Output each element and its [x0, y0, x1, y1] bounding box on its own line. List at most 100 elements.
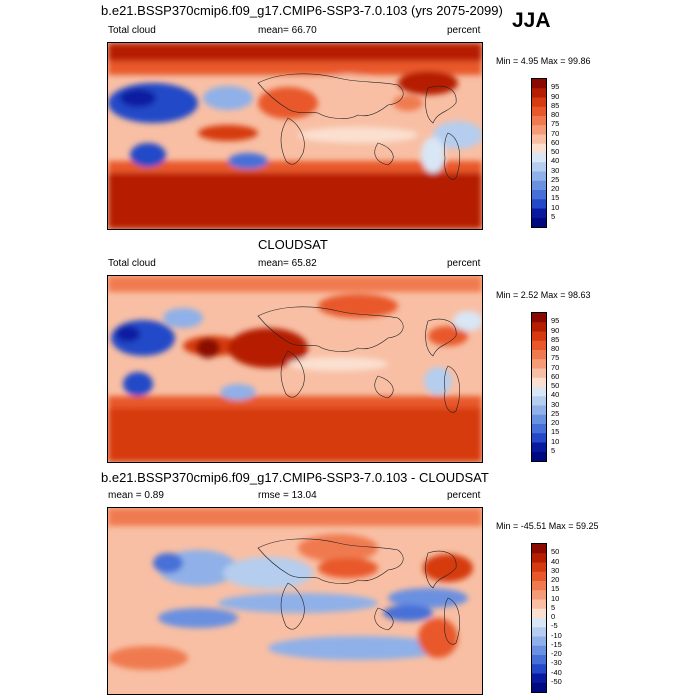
season-label: JJA: [512, 9, 551, 32]
panel-diff-colorbar-tick-label: -50: [551, 676, 562, 686]
panel-diff-colorbar-swatch: [532, 553, 546, 563]
panel-obs-colorbar-tick-label: 25: [551, 408, 560, 418]
panel-model-variable: Total cloud: [108, 25, 156, 36]
panel-obs-map: [107, 275, 483, 463]
coastline: [280, 582, 305, 630]
panel-obs-colorbar-tick-label: 60: [551, 371, 560, 381]
panel-diff-colorbar-tick-label: -30: [551, 658, 562, 668]
panel-obs-units: percent: [447, 258, 481, 269]
coastline: [425, 550, 457, 589]
panel-obs-colorbar-swatch: [532, 387, 546, 397]
panel-obs-colorbar-swatch: [532, 433, 546, 443]
panel-diff-colorbar-tick-label: -20: [551, 649, 562, 658]
panel-obs-colorbar-swatch: [532, 340, 546, 351]
panel-obs-colorbar-swatch: [532, 442, 546, 453]
panel-obs-colorbar-swatch: [532, 322, 546, 332]
panel-obs-mean: mean= 65.82: [258, 258, 317, 269]
panel-model-colorbar-swatch: [532, 79, 546, 89]
coastline: [374, 142, 394, 166]
coastline: [444, 132, 461, 180]
panel-diff-title: b.e21.BSSP370cmip6.f09_g17.CMIP6-SSP3-7.…: [101, 470, 489, 485]
panel-model-colorbar-tick-label: 60: [551, 137, 560, 147]
panel-diff-colorbar-tick-label: 40: [551, 556, 560, 566]
panel-obs-colorbar-tick-label: 5: [551, 445, 556, 455]
panel-model-colorbar-tick-label: 20: [551, 184, 560, 193]
panel-diff-field: [108, 508, 482, 694]
panel-diff-colorbar-swatch: [532, 562, 546, 573]
panel-obs-colorbar-swatch: [532, 451, 546, 462]
panel-obs-colorbar-tick-label: 15: [551, 427, 560, 437]
panel-model-colorbar-swatch: [532, 199, 546, 209]
coastline: [425, 318, 457, 357]
panel-obs-colorbar-tick-label: 40: [551, 390, 560, 400]
coastline-overlay: [257, 306, 461, 413]
coastline: [444, 365, 461, 413]
panel-model-colorbar-swatch: [532, 116, 546, 126]
panel-model-colorbar-swatch: [532, 180, 546, 191]
panel-model-colorbar-tick-label: 25: [551, 174, 560, 184]
panel-obs-colorbar-swatch: [532, 424, 546, 434]
panel-obs-colorbar-swatch: [532, 414, 546, 425]
panel-obs-colorbar-swatch: [532, 396, 546, 406]
panel-model-colorbar-tick-label: 70: [551, 128, 560, 138]
panel-model-map: [107, 42, 483, 230]
panel-obs-colorbar-tick-label: 50: [551, 381, 560, 390]
panel-obs-colorbar-swatch: [532, 359, 546, 369]
coastline: [425, 85, 457, 124]
panel-model-units: percent: [447, 25, 481, 36]
panel-diff-rmse: rmse = 13.04: [258, 490, 317, 501]
panel-obs-colorbar-tick-label: 85: [551, 334, 560, 344]
panel-diff-colorbar-swatch: [532, 581, 546, 591]
panel-diff-colorbar-swatch: [532, 627, 546, 637]
panel-model-colorbar-tick-label: 10: [551, 202, 560, 212]
panel-diff-colorbar-swatch: [532, 618, 546, 628]
panel-obs-title: CLOUDSAT: [258, 237, 328, 252]
panel-diff-colorbar-tick-label: -40: [551, 667, 562, 677]
panel-model-colorbar-tick-label: 5: [551, 211, 556, 221]
panel-obs-variable: Total cloud: [108, 258, 156, 269]
panel-diff-colorbar-swatch: [532, 571, 546, 582]
panel-diff-colorbar-tick-label: 30: [551, 565, 560, 575]
panel-obs-colorbar-swatch: [532, 313, 546, 323]
panel-obs-colorbar-swatch: [532, 331, 546, 342]
panel-model-colorbar-swatch: [532, 97, 546, 108]
coastline-overlay: [257, 73, 461, 180]
panel-diff-map: [107, 507, 483, 695]
panel-model-colorbar-tick-label: 15: [551, 193, 560, 203]
panel-obs-minmax: Min = 2.52 Max = 98.63: [496, 290, 591, 300]
panel-diff-colorbar-tick-label: 20: [551, 575, 560, 584]
panel-model-colorbar-tick-label: 50: [551, 147, 560, 156]
panel-model-colorbar: [531, 78, 547, 228]
panel-diff-colorbar-swatch: [532, 544, 546, 554]
panel-obs-colorbar-tick-label: 20: [551, 418, 560, 427]
panel-model-mean: mean= 66.70: [258, 25, 317, 36]
panel-model-colorbar-swatch: [532, 153, 546, 163]
panel-obs-colorbar-swatch: [532, 405, 546, 416]
panel-model-colorbar-swatch: [532, 208, 546, 219]
panel-diff-colorbar-swatch: [532, 664, 546, 674]
panel-diff-colorbar-swatch: [532, 682, 546, 693]
panel-obs-colorbar-tick-label: 75: [551, 353, 560, 363]
panel-diff-colorbar-tick-label: 15: [551, 584, 560, 594]
panel-obs-field: [108, 276, 482, 462]
panel-diff-colorbar-swatch: [532, 645, 546, 656]
panel-diff-colorbar-swatch: [532, 590, 546, 600]
coastline: [444, 597, 461, 645]
panel-diff-colorbar-tick-label: 50: [551, 547, 560, 557]
panel-obs-colorbar-tick-label: 10: [551, 436, 560, 446]
coastline: [257, 306, 404, 352]
panel-model-colorbar-swatch: [532, 143, 546, 154]
panel-diff-colorbar-swatch: [532, 655, 546, 665]
panel-diff-minmax: Min = -45.51 Max = 59.25: [496, 521, 599, 531]
panel-obs-colorbar-tick-label: 80: [551, 344, 560, 353]
coastline: [374, 607, 394, 631]
panel-obs-colorbar-swatches: [532, 313, 546, 462]
panel-obs-colorbar-swatch: [532, 350, 546, 360]
panel-model-colorbar-swatch: [532, 88, 546, 98]
panel-diff-mean: mean = 0.89: [108, 490, 164, 501]
panel-model-colorbar-swatch: [532, 217, 546, 228]
panel-diff-colorbar-tick-label: -15: [551, 639, 562, 649]
panel-diff-units: percent: [447, 490, 481, 501]
coastline: [280, 350, 305, 398]
panel-diff-colorbar-swatch: [532, 636, 546, 647]
